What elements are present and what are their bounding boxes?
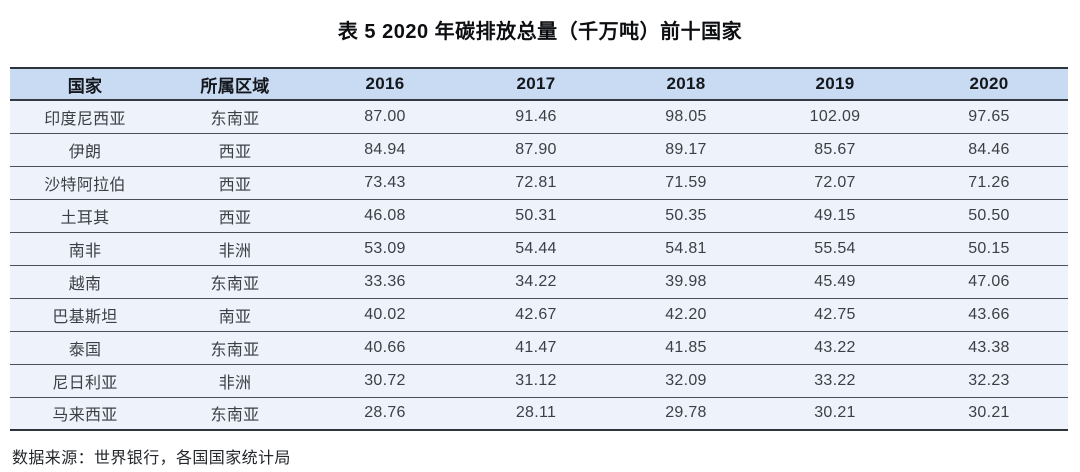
table-body: 印度尼西亚 东南亚 87.00 91.46 98.05 102.09 97.65 伊朗 西亚 84… <box>10 100 1068 430</box>
page-title: 表 5 2020 年碳排放总量（千万吨）前十国家 <box>337 21 743 43</box>
table-cell: 97.65 <box>910 100 1068 134</box>
table-cell: 53.09 <box>310 232 460 266</box>
column-header: 2019 <box>760 68 910 101</box>
table-cell: 巴基斯坦 <box>10 298 160 332</box>
table-cell: 东南亚 <box>160 331 310 365</box>
table-row: 泰国 东南亚 40.66 41.47 41.85 43.22 43.38 <box>10 331 1068 365</box>
table-cell: 42.75 <box>760 298 910 332</box>
table-cell: 54.81 <box>612 232 760 266</box>
table-cell: 沙特阿拉伯 <box>10 166 160 200</box>
table-cell: 越南 <box>10 265 160 299</box>
table-cell: 43.22 <box>760 331 910 365</box>
table-cell: 33.36 <box>310 265 460 299</box>
table-cell: 45.49 <box>760 265 910 299</box>
table-cell: 55.54 <box>760 232 910 266</box>
emissions-table: 国家 所属区域 2016 2017 2018 2019 2020 印度尼西亚 东南亚 87.00… <box>10 67 1068 431</box>
table-cell: 72.81 <box>460 166 612 200</box>
table-cell: 71.26 <box>910 166 1068 200</box>
table-cell: 非洲 <box>160 364 310 398</box>
table-cell: 西亚 <box>160 133 310 167</box>
table-row: 马来西亚 东南亚 28.76 28.11 29.78 30.21 30.21 <box>10 397 1068 430</box>
column-header: 所属区域 <box>160 68 310 101</box>
table-cell: 49.15 <box>760 199 910 233</box>
table-cell: 尼日利亚 <box>10 364 160 398</box>
table-cell: 71.59 <box>612 166 760 200</box>
column-header: 2018 <box>612 68 760 101</box>
table-cell: 84.46 <box>910 133 1068 167</box>
table-row: 土耳其 西亚 46.08 50.31 50.35 49.15 50.50 <box>10 199 1068 233</box>
table-cell: 50.35 <box>612 199 760 233</box>
column-header: 2020 <box>910 68 1068 101</box>
table-cell: 40.02 <box>310 298 460 332</box>
table-cell: 30.21 <box>910 397 1068 430</box>
table-cell: 41.85 <box>612 331 760 365</box>
table-cell: 84.94 <box>310 133 460 167</box>
table-cell: 40.66 <box>310 331 460 365</box>
table-cell: 28.76 <box>310 397 460 430</box>
table-cell: 85.67 <box>760 133 910 167</box>
table-cell: 102.09 <box>760 100 910 134</box>
table-cell: 39.98 <box>612 265 760 299</box>
table-cell: 非洲 <box>160 232 310 266</box>
table-cell: 72.07 <box>760 166 910 200</box>
table-cell: 42.67 <box>460 298 612 332</box>
table-cell: 98.05 <box>612 100 760 134</box>
table-cell: 33.22 <box>760 364 910 398</box>
table-cell: 西亚 <box>160 199 310 233</box>
table-cell: 32.09 <box>612 364 760 398</box>
table-cell: 西亚 <box>160 166 310 200</box>
table-cell: 43.38 <box>910 331 1068 365</box>
table-cell: 91.46 <box>460 100 612 134</box>
table-cell: 南非 <box>10 232 160 266</box>
table-cell: 50.31 <box>460 199 612 233</box>
table-cell: 31.12 <box>460 364 612 398</box>
source-note: 数据来源：世界银行，各国国家统计局 <box>12 450 291 467</box>
table-cell: 32.23 <box>910 364 1068 398</box>
column-header: 2016 <box>310 68 460 101</box>
table-row: 南非 非洲 53.09 54.44 54.81 55.54 50.15 <box>10 232 1068 266</box>
table-row: 巴基斯坦 南亚 40.02 42.67 42.20 42.75 43.66 <box>10 298 1068 332</box>
table-cell: 伊朗 <box>10 133 160 167</box>
table-cell: 34.22 <box>460 265 612 299</box>
table-cell: 54.44 <box>460 232 612 266</box>
table-cell: 50.15 <box>910 232 1068 266</box>
column-header: 国家 <box>10 68 160 101</box>
table-cell: 东南亚 <box>160 265 310 299</box>
table-cell: 29.78 <box>612 397 760 430</box>
table-cell: 41.47 <box>460 331 612 365</box>
table-cell: 50.50 <box>910 199 1068 233</box>
table-header: 国家 所属区域 2016 2017 2018 2019 2020 <box>10 68 1068 101</box>
table-cell: 28.11 <box>460 397 612 430</box>
column-header: 2017 <box>460 68 612 101</box>
table-cell: 73.43 <box>310 166 460 200</box>
table-cell: 东南亚 <box>160 397 310 430</box>
table-cell: 东南亚 <box>160 100 310 134</box>
table-cell: 42.20 <box>612 298 760 332</box>
table-cell: 87.00 <box>310 100 460 134</box>
table-row: 印度尼西亚 东南亚 87.00 91.46 98.05 102.09 97.65 <box>10 100 1068 134</box>
table-row: 尼日利亚 非洲 30.72 31.12 32.09 33.22 32.23 <box>10 364 1068 398</box>
table-header-row: 国家 所属区域 2016 2017 2018 2019 2020 <box>10 68 1068 101</box>
table-cell: 47.06 <box>910 265 1068 299</box>
table-cell: 泰国 <box>10 331 160 365</box>
table-cell: 30.72 <box>310 364 460 398</box>
table-row: 伊朗 西亚 84.94 87.90 89.17 85.67 84.46 <box>10 133 1068 167</box>
table-cell: 89.17 <box>612 133 760 167</box>
table-cell: 43.66 <box>910 298 1068 332</box>
table-row: 越南 东南亚 33.36 34.22 39.98 45.49 47.06 <box>10 265 1068 299</box>
table-cell: 土耳其 <box>10 199 160 233</box>
table-cell: 印度尼西亚 <box>10 100 160 134</box>
table-cell: 46.08 <box>310 199 460 233</box>
table-cell: 30.21 <box>760 397 910 430</box>
table-cell: 87.90 <box>460 133 612 167</box>
table-row: 沙特阿拉伯 西亚 73.43 72.81 71.59 72.07 71.26 <box>10 166 1068 200</box>
table-cell: 马来西亚 <box>10 397 160 430</box>
table-cell: 南亚 <box>160 298 310 332</box>
